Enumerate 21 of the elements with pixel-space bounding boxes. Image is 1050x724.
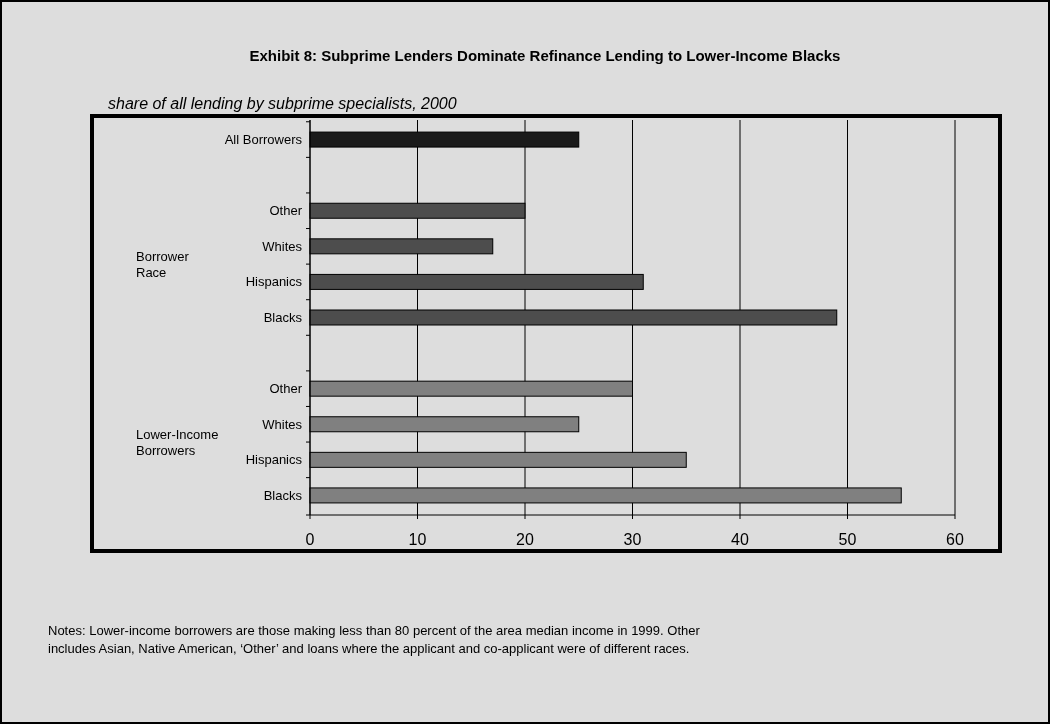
chart-title: Exhibit 8: Subprime Lenders Dominate Refinance Lending to Lower-Income Blacks [249,47,841,64]
x-tick-label: 50 [838,531,857,548]
x-tick-label: 20 [516,531,534,548]
y-tick-label: Whites [262,238,303,254]
x-tick-label: 30 [623,531,642,548]
text: Lower-Income Borrowers [136,426,219,458]
x-tick-label: 10 [408,531,427,548]
y-tick-label: Hispanics [245,274,303,290]
y-tick-label: Blacks [263,487,303,503]
y-tick-label: Hispanics [245,452,303,468]
text: Notes: Lower-income borrowers are those making less than 80 percent of the area median income in 1999. Other includes Asian, Native American, ‘Other’ and loans where the applicant and co-applicant were of different races. [48,623,701,656]
y-tick-label: All Borrowers [224,132,303,148]
y-tick-label: Whites [262,416,303,432]
x-tick-label: 60 [946,531,964,548]
chart-subtitle: share of all lending by subprime specialists, 2000 [108,95,457,112]
y-tick-label: Other [269,203,303,219]
x-tick-label: 40 [731,531,749,548]
x-tick-label: 0 [305,531,315,548]
y-tick-label: Other [269,381,303,397]
text: Borrower Race [136,248,190,280]
y-tick-label: Blacks [263,310,303,326]
